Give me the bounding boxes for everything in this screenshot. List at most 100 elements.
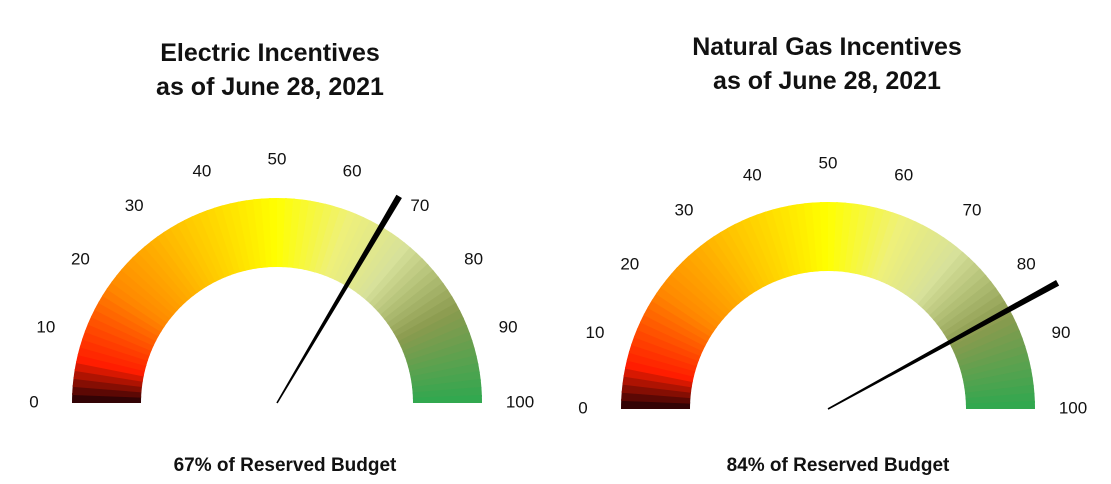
gauge-arc-segment xyxy=(890,224,931,290)
gauge-arc-segment xyxy=(925,262,982,317)
gauge-arc-segment xyxy=(622,374,692,393)
gauge-arc-segment xyxy=(636,320,704,357)
gauge-arc-segment xyxy=(670,267,728,320)
gauge-arc-segment xyxy=(150,236,199,297)
gauge-arc-segment xyxy=(921,256,976,313)
gauge-arc-segment xyxy=(244,199,263,269)
gauge-arc-segment xyxy=(900,232,945,295)
gauge-arc-segment xyxy=(365,247,418,305)
gauge-arc-segment xyxy=(960,352,1030,379)
gauge-arc-segment xyxy=(655,285,718,333)
gauge-arc-segment xyxy=(348,228,393,291)
gauge-arc-segment xyxy=(819,202,830,272)
tick-label: 60 xyxy=(894,165,913,184)
gas-caption: 84% of Reserved Budget xyxy=(726,455,950,476)
gauge-arc-segment xyxy=(962,360,1032,384)
gauge-arc-segment xyxy=(719,227,762,292)
gauge-arc-segment xyxy=(333,216,372,283)
gauge-arc-segment xyxy=(913,246,964,305)
gauge-arc-segment xyxy=(406,339,475,368)
gauge-arc-segment xyxy=(885,221,924,287)
gauge-arc-segment xyxy=(628,343,698,372)
gauge-arc-segment xyxy=(376,263,435,316)
gauge-arc-segment xyxy=(734,220,772,287)
gauge-arc-segment xyxy=(407,347,477,373)
tick-label: 0 xyxy=(29,392,38,411)
gauge-arc-segment xyxy=(106,280,168,328)
gas-title-line-2: as of June 28, 2021 xyxy=(713,67,941,95)
gauge-arc-segment xyxy=(404,332,473,363)
gauge-arc-segment xyxy=(849,204,871,274)
gauge-arc-segment xyxy=(699,240,748,301)
gauge-arc-segment xyxy=(329,213,365,281)
gauge-arc-segment xyxy=(675,261,732,316)
gauge-arc-segment xyxy=(693,245,744,305)
gauge-arc-segment xyxy=(647,299,712,342)
tick-label: 20 xyxy=(71,250,90,269)
gauge-arc-segment xyxy=(870,212,902,280)
gauge-arc-segment xyxy=(98,294,162,337)
tick-label: 100 xyxy=(506,392,534,411)
gauge-arc-segment xyxy=(156,231,203,293)
gauge-arc-segment xyxy=(111,274,171,324)
gauge-arc-segment xyxy=(942,293,1006,339)
gauge-arc-segment xyxy=(298,200,319,270)
gauge-arc-segment xyxy=(681,255,736,312)
gauge-arc-segment xyxy=(929,268,987,321)
tick-label: 100 xyxy=(1059,398,1087,417)
tick-label: 50 xyxy=(819,153,838,172)
gauge-arc-segment xyxy=(665,273,724,324)
gauge-arc-segment xyxy=(324,210,358,278)
gauge-arc-segment xyxy=(121,262,179,315)
gauge-arc-segment xyxy=(795,203,814,273)
gauge-arc-segment xyxy=(143,240,194,300)
gauge-arc-segment xyxy=(398,309,464,348)
gauge-arc-segment xyxy=(313,205,343,275)
gauge-arc-segment xyxy=(380,269,440,320)
gauge-arc-segment xyxy=(945,300,1010,343)
tick-label: 30 xyxy=(675,200,694,219)
gauge-arc-segment xyxy=(90,308,157,347)
gauge-arc-segment xyxy=(198,210,232,278)
gauge-arc-segment xyxy=(84,322,152,356)
gauge-arc-segment xyxy=(623,366,693,388)
gauge-arc-segment xyxy=(369,252,424,308)
gauge-arc-segment xyxy=(726,223,767,289)
tick-label: 80 xyxy=(1017,254,1036,273)
tick-label: 0 xyxy=(578,398,587,417)
gauge-arc-segment xyxy=(395,302,461,343)
gauge-arc-segment xyxy=(87,315,155,351)
gauge-arc-segment xyxy=(748,214,782,282)
gauge-arc-segment xyxy=(308,203,335,273)
gauge-arc-segment xyxy=(400,317,468,353)
gauge-arc-segment xyxy=(73,369,143,388)
gauge-arc-segment xyxy=(94,301,159,342)
gauge-arc-segment xyxy=(624,358,695,383)
electric-gauge-title: Electric Incentives as of June 28, 2021 xyxy=(60,36,480,104)
gauge-arc-segment xyxy=(102,287,165,332)
gauge-arc-segment xyxy=(75,353,146,377)
gauge-arc-segment xyxy=(319,208,350,276)
gauge-arc-segment xyxy=(854,205,879,276)
gauge-arc-segment xyxy=(880,217,917,285)
gauge-needle xyxy=(827,279,1060,410)
gauge-arc-segment xyxy=(932,274,992,325)
gas-gauge-title: Natural Gas Incentives as of June 28, 20… xyxy=(617,30,1037,98)
gauge-arc-segment xyxy=(687,250,740,308)
gauge-arc-segment xyxy=(303,201,327,272)
tick-label: 70 xyxy=(410,196,429,215)
gauge-arc-segment xyxy=(643,306,709,347)
gauge-arc-segment xyxy=(402,324,470,358)
tick-label: 40 xyxy=(743,165,762,184)
gauge-arc-segment xyxy=(965,400,1035,409)
tick-label: 90 xyxy=(499,317,518,336)
gauge-arc-segment xyxy=(651,292,714,337)
tick-label: 10 xyxy=(586,323,605,342)
gauge-arc-segment xyxy=(756,211,787,280)
gauge-arc-segment xyxy=(412,394,482,403)
gauge-arc-segment xyxy=(959,345,1028,373)
gauge-arc-segment xyxy=(411,370,481,389)
